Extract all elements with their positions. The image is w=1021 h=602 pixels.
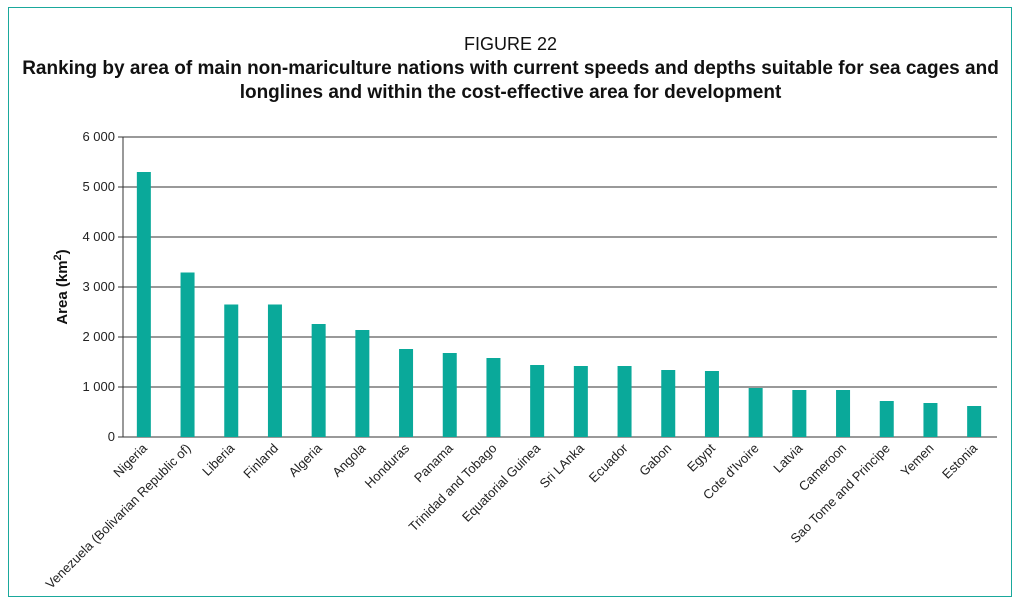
y-tick-label: 0 <box>108 429 115 444</box>
y-axis-label: Area (km2) <box>52 249 71 324</box>
x-tick-label: Gabon <box>636 441 674 479</box>
bar <box>486 358 501 437</box>
x-tick-label: Latvia <box>770 440 806 476</box>
x-tick-label: Angola <box>329 440 369 480</box>
figure-label: FIGURE 22 <box>463 34 558 54</box>
x-tick-label: Equatorial Guinea <box>459 440 544 525</box>
y-tick-label: 5 000 <box>82 179 115 194</box>
x-tick-label: Sri LAnka <box>537 440 588 491</box>
bar <box>530 365 545 437</box>
bar <box>879 401 894 437</box>
bar <box>661 370 676 437</box>
bar <box>617 366 632 437</box>
x-tick-label: Finland <box>240 441 281 482</box>
bar <box>748 388 763 437</box>
bar <box>136 172 151 437</box>
bar <box>792 390 807 437</box>
x-tick-label: Yemen <box>898 441 937 480</box>
bar <box>180 272 195 437</box>
figure-frame <box>8 7 1012 597</box>
x-tick-label: Honduras <box>362 440 413 491</box>
y-tick-label: 3 000 <box>82 279 115 294</box>
bar <box>967 406 982 437</box>
x-tick-label: Liberia <box>199 440 238 479</box>
bar <box>399 349 414 437</box>
x-tick-label: Nigeria <box>110 440 150 480</box>
x-tick-label: Egypt <box>684 440 718 474</box>
x-tick-label: Estonia <box>939 440 981 482</box>
bar <box>573 366 588 437</box>
bar <box>704 371 719 437</box>
bar <box>267 304 282 437</box>
x-tick-label: Ecuador <box>586 440 631 485</box>
x-tick-label: Algeria <box>286 440 326 480</box>
y-tick-label: 2 000 <box>82 329 115 344</box>
y-tick-label: 4 000 <box>82 229 115 244</box>
bar <box>923 403 938 437</box>
y-tick-label: 6 000 <box>82 129 115 144</box>
y-tick-label: 1 000 <box>82 379 115 394</box>
bar <box>355 330 370 437</box>
chart-title: Ranking by area of main non-mariculture … <box>22 58 999 103</box>
bar <box>311 324 326 437</box>
bar <box>442 353 457 437</box>
bar <box>224 304 239 437</box>
bar <box>836 390 851 437</box>
